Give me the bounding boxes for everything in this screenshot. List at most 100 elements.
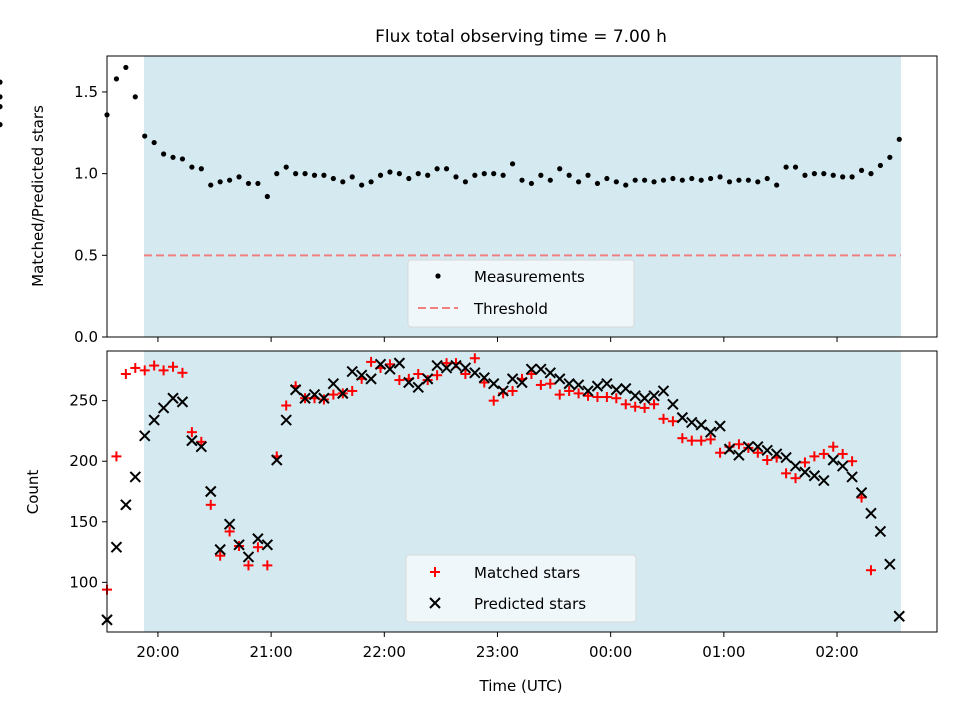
predicted-star-point bbox=[478, 371, 490, 384]
top-data-point bbox=[500, 172, 506, 178]
predicted-star-point bbox=[120, 499, 132, 511]
predicted-star-point bbox=[855, 487, 868, 499]
bottom-xlabel: Time (UTC) bbox=[479, 677, 563, 695]
predicted-star-point bbox=[271, 454, 283, 466]
top-data-point bbox=[509, 161, 516, 167]
predicted-star-point bbox=[497, 385, 509, 397]
predicted-star-point bbox=[695, 419, 707, 431]
predicted-star-point bbox=[516, 376, 528, 389]
predicted-star-point bbox=[318, 392, 330, 404]
matched-star-point bbox=[658, 413, 669, 424]
top-data-point bbox=[660, 177, 667, 183]
top-data-point bbox=[764, 175, 770, 182]
top-legend: Measurements Threshold bbox=[407, 259, 635, 328]
matched-star-point bbox=[545, 378, 556, 389]
predicted-star-point bbox=[242, 551, 255, 563]
matched-star-point bbox=[177, 367, 188, 378]
top-data-point bbox=[717, 174, 723, 180]
top-data-point bbox=[830, 172, 836, 178]
matched-star-point bbox=[752, 447, 763, 458]
predicted-star-point bbox=[223, 518, 236, 530]
top-legend-measurements-label: Measurements bbox=[474, 268, 585, 286]
predicted-star-point bbox=[770, 448, 783, 460]
top-xticks bbox=[157, 337, 838, 342]
predicted-star-point bbox=[176, 396, 189, 408]
top-data-point bbox=[726, 179, 733, 185]
top-data-point bbox=[783, 164, 789, 170]
top-data-point bbox=[396, 171, 402, 177]
predicted-star-point bbox=[572, 379, 585, 391]
predicted-star-point bbox=[252, 533, 264, 545]
predicted-star-point bbox=[799, 466, 811, 478]
top-data-point bbox=[0, 94, 3, 100]
predicted-star-point bbox=[893, 610, 905, 622]
matched-star-point bbox=[196, 436, 207, 447]
predicted-star-point bbox=[601, 377, 613, 390]
top-data-point bbox=[708, 175, 714, 182]
bottom-xtick-label: 20:00 bbox=[136, 643, 179, 661]
top-data-point bbox=[887, 154, 893, 160]
bottom-legend-predicted-marker bbox=[429, 597, 441, 609]
chart-title: Flux total observing time = 7.00 h bbox=[375, 27, 667, 47]
bottom-ytick-label: 150 bbox=[69, 513, 98, 531]
top-data-point bbox=[528, 180, 535, 187]
matched-star-point bbox=[601, 392, 612, 403]
top-points bbox=[0, 64, 902, 200]
predicted-star-point bbox=[865, 507, 877, 520]
matched-star-point bbox=[649, 399, 660, 410]
predicted-star-point bbox=[450, 359, 462, 372]
predicted-star-point bbox=[167, 392, 179, 404]
matched-star-point bbox=[667, 416, 678, 427]
top-data-point bbox=[236, 174, 242, 180]
predicted-star-point bbox=[686, 416, 698, 429]
matched-star-point bbox=[243, 560, 254, 571]
predicted-star-point bbox=[563, 377, 575, 390]
top-data-point bbox=[538, 172, 544, 178]
top-legend-box bbox=[407, 259, 635, 328]
matched-star-point bbox=[526, 369, 537, 380]
predicted-star-point bbox=[827, 454, 839, 466]
top-data-point bbox=[623, 182, 629, 188]
top-data-point bbox=[491, 171, 497, 177]
top-data-point bbox=[849, 174, 855, 180]
bottom-ytick-label: 100 bbox=[69, 573, 98, 591]
top-data-point bbox=[604, 175, 610, 182]
predicted-star-point bbox=[308, 388, 321, 401]
bottom-ylabel: Count bbox=[24, 470, 42, 515]
predicted-star-point bbox=[591, 380, 604, 392]
top-data-point bbox=[406, 175, 412, 182]
top-ytick-label: 0.0 bbox=[74, 328, 98, 346]
top-data-point bbox=[774, 182, 780, 188]
top-data-point bbox=[877, 162, 884, 169]
top-data-point bbox=[113, 76, 120, 82]
top-data-point bbox=[0, 122, 3, 128]
predicted-star-point bbox=[714, 420, 726, 432]
predicted-star-point bbox=[733, 449, 745, 461]
top-data-point bbox=[245, 180, 252, 187]
top-data-point bbox=[349, 174, 355, 180]
predicted-star-point bbox=[157, 402, 170, 414]
predicted-star-point bbox=[195, 440, 208, 453]
matched-star-point bbox=[705, 434, 716, 445]
matched-star-point bbox=[799, 457, 810, 468]
predicted-star-point bbox=[818, 474, 830, 487]
matched-star-point bbox=[347, 385, 358, 396]
bottom-yticks: 100 150 200 250 bbox=[69, 392, 107, 591]
top-data-point bbox=[302, 171, 308, 177]
matched-star-point bbox=[507, 385, 518, 396]
predicted-star-point bbox=[374, 358, 387, 371]
matched-star-point bbox=[677, 433, 688, 444]
matched-star-point bbox=[639, 402, 650, 413]
top-yticks: 0.0 0.5 1.0 1.5 bbox=[74, 83, 107, 346]
bottom-xtick-label: 02:00 bbox=[815, 643, 858, 661]
predicted-star-point bbox=[676, 411, 689, 424]
predicted-star-point bbox=[884, 558, 896, 570]
predicted-star-point bbox=[431, 359, 443, 372]
predicted-star-point bbox=[110, 541, 123, 553]
matched-star-point bbox=[715, 447, 726, 458]
predicted-star-point bbox=[289, 384, 302, 396]
top-ytick-label: 1.0 bbox=[74, 165, 98, 183]
bottom-xtick-label: 22:00 bbox=[363, 643, 406, 661]
predicted-star-point bbox=[544, 367, 557, 379]
top-data-point bbox=[642, 177, 648, 183]
